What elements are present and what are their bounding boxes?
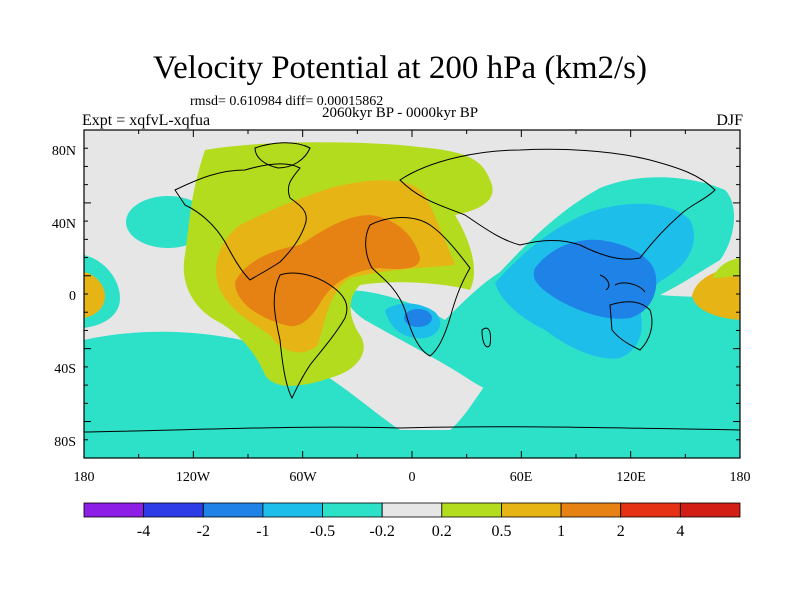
lon-label-180e: 180 xyxy=(730,470,751,485)
lon-label-120w: 120W xyxy=(176,470,211,485)
colorbar-box-11 xyxy=(680,502,741,518)
colorbar-box-4 xyxy=(262,502,323,518)
colorbar-box-7 xyxy=(441,502,502,518)
lon-label-60w: 60W xyxy=(289,470,317,485)
lon-label-180w: 180 xyxy=(74,470,95,485)
colorbar-label-6: 0.2 xyxy=(432,523,452,540)
colorbar-box-10 xyxy=(620,502,681,518)
lon-label-0: 0 xyxy=(409,470,416,485)
colorbar-label-8: 1 xyxy=(557,523,565,540)
contour-west-gold xyxy=(84,272,105,318)
colorbar-label-1: -4 xyxy=(137,523,150,540)
lat-label-80s: 80S xyxy=(54,435,76,450)
lon-label-120e: 120E xyxy=(616,470,646,485)
colorbar-box-6 xyxy=(381,502,443,518)
coastlines xyxy=(84,142,740,433)
plot-title: Velocity Potential at 200 hPa (km2/s) xyxy=(152,50,648,86)
map-field xyxy=(84,130,740,458)
lat-label-40s: 40S xyxy=(54,362,76,377)
colorbar-box-9 xyxy=(560,502,622,518)
experiment-label: Expt = xqfvL-xqfua xyxy=(82,112,211,129)
lat-labels: 80N 40N 0 40S 80S xyxy=(52,144,76,450)
colorbar-box-2 xyxy=(143,502,204,518)
colorbar-label-10: 4 xyxy=(676,523,684,540)
lat-label-80n: 80N xyxy=(52,144,76,159)
stats-label: rmsd= 0.610984 diff= 0.00015862 xyxy=(190,94,384,109)
contour-east-yellowgreen xyxy=(713,258,740,278)
lat-label-40n: 40N xyxy=(52,217,76,232)
colorbar-box-3 xyxy=(202,502,264,518)
map-ticks xyxy=(83,129,741,459)
colorbar-box-1 xyxy=(83,502,144,518)
lon-labels: 180 120W 60W 0 60E 120E 180 xyxy=(74,470,751,485)
contour-east-gold xyxy=(692,268,740,320)
contour-africa-blue xyxy=(404,309,432,327)
colorbar-box-8 xyxy=(501,502,562,518)
colorbar-label-4: -0.5 xyxy=(310,523,335,540)
colorbar-label-7: 0.5 xyxy=(492,523,512,540)
period-label: 2060kyr BP - 0000kyr BP xyxy=(322,105,479,121)
lon-label-60e: 60E xyxy=(510,470,533,485)
colorbar-box-5 xyxy=(322,502,383,518)
contour-atlantic-orange xyxy=(235,215,420,327)
colorbar-label-9: 2 xyxy=(617,523,625,540)
colorbar: -4 -2 -1 -0.5 -0.2 0.2 0.5 1 2 4 xyxy=(83,502,741,540)
colorbar-label-2: -2 xyxy=(197,523,210,540)
colorbar-label-3: -1 xyxy=(256,523,269,540)
lat-label-eq: 0 xyxy=(69,289,76,304)
colorbar-label-5: -0.2 xyxy=(370,523,395,540)
season-label: DJF xyxy=(716,112,743,129)
